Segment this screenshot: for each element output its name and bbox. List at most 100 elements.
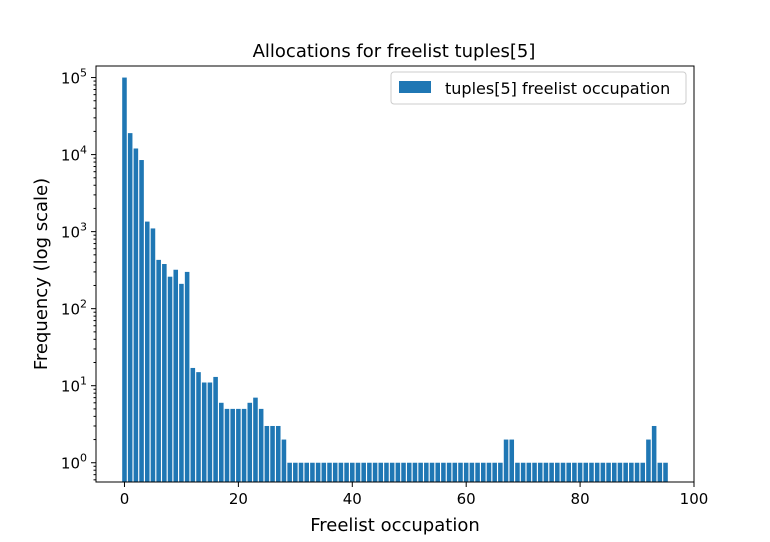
bar <box>298 462 304 482</box>
y-tick-label: 104 <box>61 144 87 165</box>
bar <box>270 425 275 482</box>
bar <box>253 397 258 482</box>
x-axis: 0 20 40 60 80 100 <box>120 482 709 508</box>
bar <box>526 462 532 482</box>
bar <box>139 160 144 482</box>
bar <box>435 462 440 482</box>
bar <box>463 462 469 482</box>
bar <box>492 462 497 482</box>
bar <box>361 462 366 482</box>
bar <box>275 425 281 482</box>
bar <box>207 382 213 482</box>
bar <box>378 462 384 482</box>
bar <box>196 372 201 482</box>
bar <box>287 462 292 482</box>
bar <box>173 269 179 482</box>
bar <box>406 462 412 482</box>
plot-frame <box>95 65 695 483</box>
bar <box>355 462 361 482</box>
bar <box>441 462 446 482</box>
bar <box>651 425 657 482</box>
bar <box>446 462 452 482</box>
bar <box>486 462 492 482</box>
bar-group <box>122 77 668 483</box>
bar <box>566 462 571 482</box>
bar <box>469 462 475 482</box>
bar <box>646 439 651 482</box>
bar <box>213 376 218 482</box>
bar <box>481 462 486 482</box>
bar <box>367 462 372 482</box>
x-axis-label: Freelist occupation <box>310 515 480 536</box>
bar <box>520 462 526 482</box>
bar <box>401 462 406 482</box>
bar <box>127 133 133 482</box>
bar <box>634 462 640 482</box>
bar <box>315 462 321 482</box>
bar <box>657 462 663 482</box>
bar <box>184 271 190 482</box>
bar <box>150 228 156 482</box>
bar <box>498 462 503 482</box>
bar <box>247 402 253 482</box>
bar <box>395 462 401 482</box>
bar <box>600 462 606 482</box>
bar <box>412 462 418 482</box>
bar <box>144 221 150 482</box>
bar <box>429 462 435 482</box>
bar <box>219 402 224 482</box>
bar <box>224 408 230 482</box>
bar <box>515 462 520 482</box>
x-tick-label: 80 <box>571 490 590 508</box>
bar <box>555 462 560 482</box>
bar <box>122 77 127 482</box>
bar <box>327 462 332 482</box>
bar <box>241 408 247 482</box>
y-tick-label: 103 <box>61 221 87 242</box>
bar <box>304 462 310 482</box>
bar <box>156 259 161 482</box>
bar <box>560 462 566 482</box>
bar <box>606 462 611 482</box>
bar <box>258 408 264 482</box>
bar <box>310 462 315 482</box>
bar <box>190 367 196 482</box>
x-tick-label: 40 <box>343 490 362 508</box>
bar <box>589 462 594 482</box>
bar <box>162 264 167 482</box>
legend-swatch <box>399 81 431 93</box>
bar <box>572 462 577 482</box>
bar <box>452 462 458 482</box>
x-tick-label: 60 <box>457 490 476 508</box>
bar <box>617 462 623 482</box>
bar <box>503 439 509 482</box>
bar <box>509 439 515 482</box>
bar <box>663 462 668 482</box>
bar <box>133 148 139 483</box>
bar <box>264 425 270 482</box>
bar <box>338 462 344 482</box>
bar <box>623 462 628 482</box>
legend-frame <box>390 71 687 105</box>
bar <box>384 462 389 482</box>
y-axis-label: Frequency (log scale) <box>31 178 52 370</box>
chart-title: Allocations for freelist tuples[5] <box>253 41 536 62</box>
x-tick-label: 100 <box>680 490 709 508</box>
x-tick-label: 20 <box>229 490 248 508</box>
bar <box>179 283 184 482</box>
bar <box>293 462 298 482</box>
y-tick-label: 102 <box>61 298 87 319</box>
y-tick-label: 105 <box>61 67 87 88</box>
bar <box>577 462 583 482</box>
bar <box>321 462 327 482</box>
bar <box>281 439 287 482</box>
bar <box>389 462 395 482</box>
bar <box>543 462 549 482</box>
bar <box>167 276 173 482</box>
bar <box>332 462 338 482</box>
y-tick-label: 100 <box>61 452 87 473</box>
bar <box>475 462 480 482</box>
bar <box>424 462 429 482</box>
bar <box>350 462 355 482</box>
